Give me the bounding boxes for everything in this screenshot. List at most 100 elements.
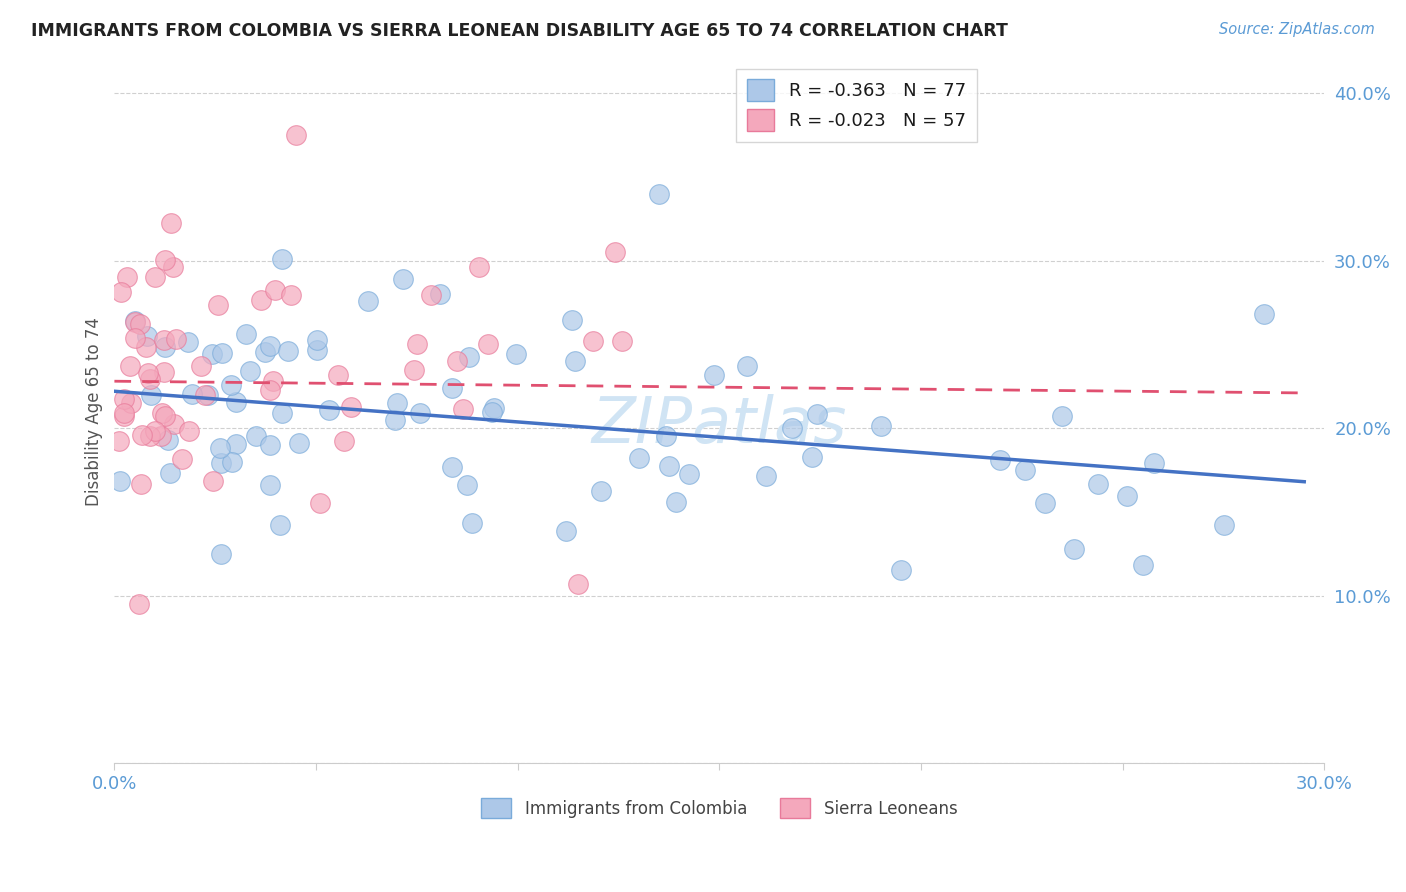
- Point: [1033, 496, 1056, 510]
- Point: [262, 374, 284, 388]
- Point: [305, 334, 328, 348]
- Point: [591, 483, 613, 498]
- Point: [309, 496, 332, 510]
- Point: [153, 333, 176, 347]
- Point: [115, 270, 138, 285]
- Point: [139, 372, 162, 386]
- Point: [648, 186, 671, 201]
- Point: [120, 359, 142, 373]
- Point: [561, 313, 583, 327]
- Point: [307, 343, 329, 357]
- Point: [235, 327, 257, 342]
- Point: [128, 597, 150, 611]
- Point: [150, 406, 173, 420]
- Point: [112, 409, 135, 423]
- Point: [1143, 456, 1166, 470]
- Point: [392, 272, 415, 286]
- Point: [139, 429, 162, 443]
- Point: [202, 474, 225, 488]
- Point: [124, 315, 146, 329]
- Point: [153, 252, 176, 267]
- Point: [176, 335, 198, 350]
- Point: [209, 457, 232, 471]
- Point: [1052, 409, 1074, 424]
- Point: [1014, 463, 1036, 477]
- Point: [277, 344, 299, 359]
- Point: [149, 429, 172, 443]
- Point: [420, 288, 443, 302]
- Point: [211, 346, 233, 360]
- Point: [564, 353, 586, 368]
- Point: [1132, 558, 1154, 573]
- Point: [124, 314, 146, 328]
- Point: [264, 283, 287, 297]
- Point: [332, 434, 354, 449]
- Point: [678, 467, 700, 482]
- Point: [477, 337, 499, 351]
- Point: [603, 244, 626, 259]
- Point: [181, 386, 204, 401]
- Point: [190, 359, 212, 373]
- Point: [120, 396, 142, 410]
- Point: [253, 344, 276, 359]
- Point: [112, 392, 135, 407]
- Point: [451, 401, 474, 416]
- Point: [385, 395, 408, 409]
- Point: [221, 455, 243, 469]
- Point: [610, 334, 633, 348]
- Point: [259, 477, 281, 491]
- Point: [143, 424, 166, 438]
- Point: [441, 381, 464, 395]
- Point: [429, 286, 451, 301]
- Point: [110, 285, 132, 300]
- Point: [505, 347, 527, 361]
- Point: [567, 577, 589, 591]
- Point: [318, 402, 340, 417]
- Point: [628, 451, 651, 466]
- Point: [139, 387, 162, 401]
- Point: [177, 424, 200, 438]
- Point: [250, 293, 273, 308]
- Point: [270, 252, 292, 266]
- Point: [806, 407, 828, 421]
- Point: [159, 466, 181, 480]
- Point: [988, 452, 1011, 467]
- Point: [658, 458, 681, 473]
- Point: [153, 365, 176, 379]
- Point: [357, 293, 380, 308]
- Point: [207, 297, 229, 311]
- Point: [108, 434, 131, 448]
- Point: [456, 478, 478, 492]
- Point: [484, 401, 506, 415]
- Point: [143, 270, 166, 285]
- Point: [288, 436, 311, 450]
- Point: [870, 418, 893, 433]
- Point: [280, 287, 302, 301]
- Point: [406, 337, 429, 351]
- Point: [225, 395, 247, 409]
- Point: [221, 378, 243, 392]
- Text: ZIPatlas: ZIPatlas: [592, 394, 846, 457]
- Point: [160, 216, 183, 230]
- Y-axis label: Disability Age 65 to 74: Disability Age 65 to 74: [86, 317, 103, 506]
- Point: [703, 368, 725, 382]
- Point: [755, 469, 778, 483]
- Point: [800, 450, 823, 465]
- Point: [129, 477, 152, 491]
- Point: [655, 428, 678, 442]
- Point: [209, 547, 232, 561]
- Point: [259, 339, 281, 353]
- Point: [1116, 489, 1139, 503]
- Point: [162, 260, 184, 274]
- Text: Source: ZipAtlas.com: Source: ZipAtlas.com: [1219, 22, 1375, 37]
- Point: [890, 564, 912, 578]
- Point: [239, 364, 262, 378]
- Point: [136, 366, 159, 380]
- Point: [384, 413, 406, 427]
- Point: [128, 317, 150, 331]
- Point: [1253, 307, 1275, 321]
- Point: [555, 524, 578, 538]
- Point: [446, 354, 468, 368]
- Point: [780, 421, 803, 435]
- Point: [259, 383, 281, 397]
